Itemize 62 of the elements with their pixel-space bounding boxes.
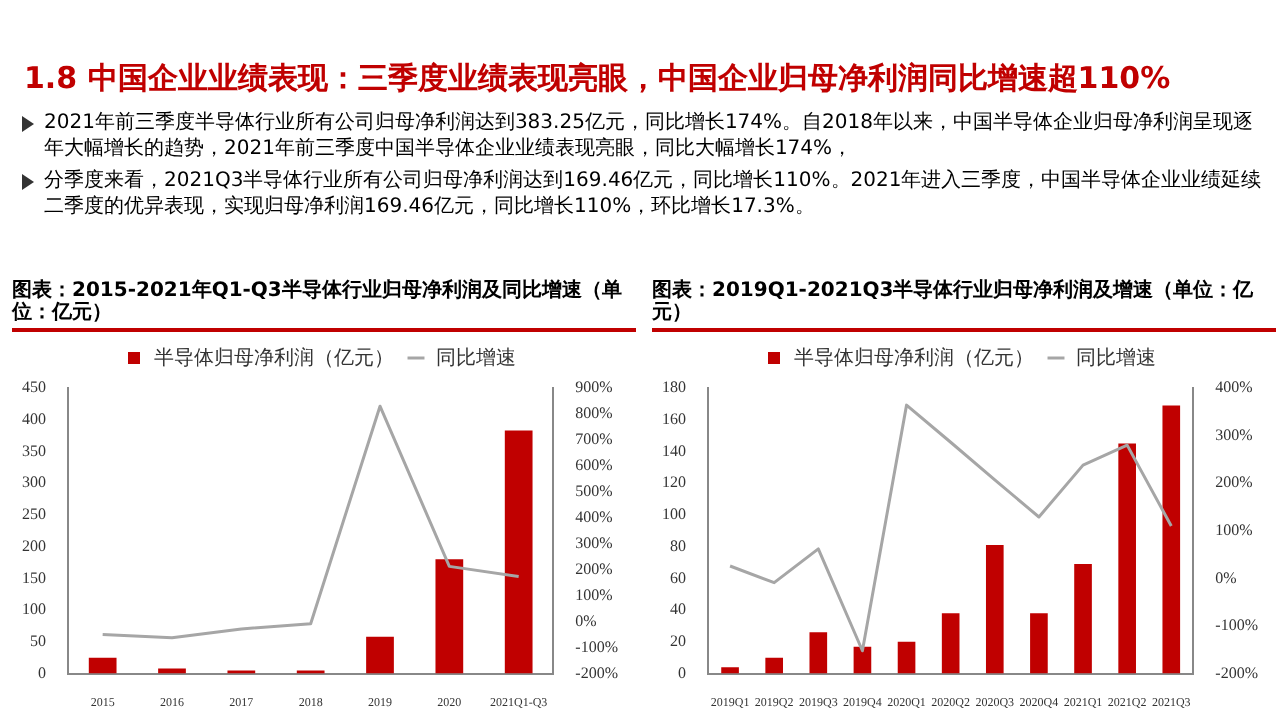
y-tick-label: 300 <box>22 473 46 492</box>
y2-tick-label: 0% <box>1215 568 1238 587</box>
bar <box>1074 564 1092 674</box>
y2-tick-label: 300% <box>1215 425 1254 444</box>
y2-tick-label: 500% <box>575 482 614 501</box>
bar <box>985 545 1004 674</box>
legend-label: 同比增速 <box>1076 345 1156 370</box>
y2-tick-label: 100% <box>1215 520 1254 539</box>
y-tick-label: 120 <box>662 473 686 492</box>
y-tick-label: 50 <box>30 632 46 651</box>
y-tick-label: 0 <box>678 663 686 682</box>
bar <box>366 636 394 674</box>
y2-tick-label: -100% <box>575 637 619 656</box>
bar <box>1030 613 1048 674</box>
legend-label: 同比增速 <box>436 345 516 370</box>
bar <box>504 430 533 674</box>
y-tick-label: 140 <box>662 441 686 460</box>
bar <box>88 657 117 674</box>
y-tick-label: 400 <box>22 409 46 428</box>
y2-tick-label: 800% <box>575 404 614 423</box>
y-tick-label: 40 <box>670 600 686 619</box>
y2-tick-label: 200% <box>575 559 614 578</box>
bar <box>1118 443 1136 674</box>
y2-tick-label: -200% <box>1215 663 1259 682</box>
text: 分季度来看，2021Q3半导体行业所有公司归母净利润达到169.46亿元，同比增长110%。2021年进入三季度，中国半导体企业业绩延续二季度的优异表现，实现归母净利润169.46亿元，同比增长110%，环比增长17.3%。 <box>42 168 1264 220</box>
bar <box>435 559 464 674</box>
legend-label: 半导体归母净利润（亿元） <box>794 345 1034 370</box>
y2-tick-label: 600% <box>575 456 614 475</box>
y-tick-label: 200 <box>22 536 46 555</box>
y-tick-label: 150 <box>22 568 46 587</box>
y-tick-label: 0 <box>38 663 46 682</box>
y2-tick-label: 0% <box>575 611 598 630</box>
y-tick-label: 100 <box>22 600 46 619</box>
bar <box>1162 405 1181 674</box>
y-tick-label: 100 <box>662 505 686 524</box>
y2-tick-label: 900% <box>575 378 614 397</box>
bar <box>941 613 960 674</box>
legend-label: 半导体归母净利润（亿元） <box>154 345 394 370</box>
y-tick-label: 160 <box>662 409 686 428</box>
chart-title: 图表：2019Q1-2021Q3半导体行业归母净利润及增速（单位：亿元） <box>652 280 1276 332</box>
y2-tick-label: 700% <box>575 430 614 449</box>
y2-tick-label: 400% <box>575 508 614 527</box>
text: 1.8 中国企业业绩表现：三季度业绩表现亮眼，中国企业归母净利润同比增速超110% <box>24 60 1173 98</box>
y2-tick-label: 400% <box>1215 378 1254 397</box>
bar <box>721 667 739 674</box>
y2-tick-label: 200% <box>1215 473 1254 492</box>
y-tick-label: 450 <box>22 378 46 397</box>
y-tick-label: 350 <box>22 441 46 460</box>
y-tick-label: 20 <box>670 632 686 651</box>
text: 2021年前三季度半导体行业所有公司归母净利润达到383.25亿元，同比增长174%。自2018年以来，中国半导体企业归母净利润呈现逐年大幅增长的趋势，2021年前三季度中国半导体企业业绩表现亮眼，同比大幅增长174%， <box>42 110 1255 162</box>
bar <box>765 657 784 674</box>
y-tick-label: 250 <box>22 505 46 524</box>
y2-tick-label: 300% <box>575 533 614 552</box>
y-tick-label: 180 <box>662 378 686 397</box>
bar <box>809 632 828 674</box>
bar <box>897 641 916 674</box>
y-tick-label: 80 <box>670 536 686 555</box>
y2-tick-label: -200% <box>575 663 619 682</box>
y-tick-label: 60 <box>670 568 686 587</box>
chart-title: 图表：2015-2021年Q1-Q3半导体行业归母净利润及同比增速（单位：亿元） <box>12 280 636 332</box>
y2-tick-label: -100% <box>1215 616 1259 635</box>
y2-tick-label: 100% <box>575 585 614 604</box>
